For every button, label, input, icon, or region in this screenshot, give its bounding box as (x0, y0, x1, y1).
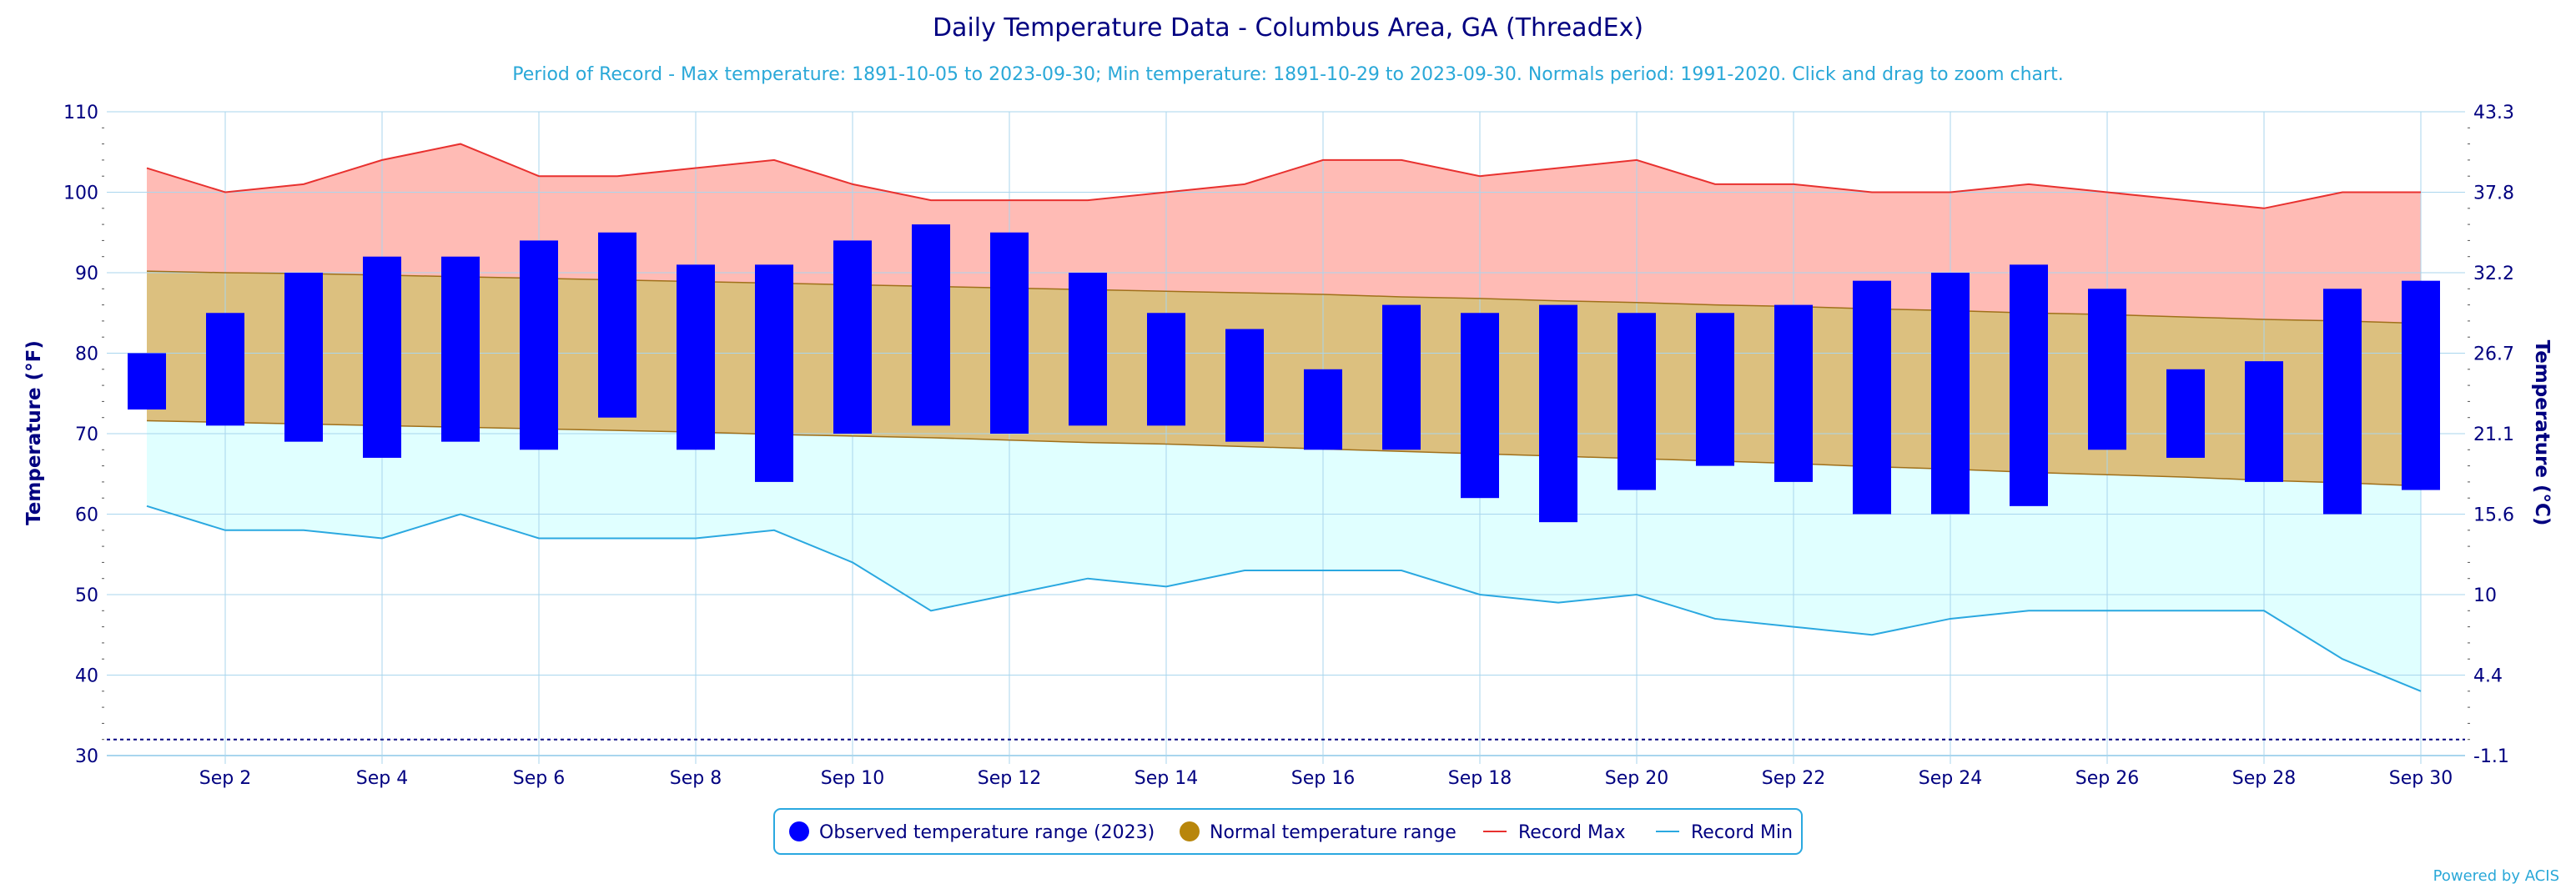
observed-range-bar[interactable] (1069, 273, 1107, 426)
y-tick-label-right: 32.2 (2473, 264, 2514, 284)
observed-range-bar[interactable] (2166, 369, 2205, 458)
observed-range-bar[interactable] (1539, 304, 1577, 523)
x-tick-label: Sep 16 (1291, 768, 1355, 789)
y-tick-label-right: 10 (2473, 585, 2497, 606)
observed-range-bar[interactable] (1931, 273, 1970, 515)
chart-subtitle: Period of Record - Max temperature: 1891… (512, 64, 2063, 85)
legend-normal-marker (1180, 821, 1200, 841)
observed-range-bar[interactable] (441, 256, 480, 442)
observed-range-bar[interactable] (833, 240, 872, 434)
observed-range-bar[interactable] (2323, 289, 2362, 515)
observed-range-bar[interactable] (520, 240, 558, 450)
x-tick-label: Sep 6 (513, 768, 565, 789)
x-tick-label: Sep 12 (978, 768, 1041, 789)
legend-normal-label[interactable]: Normal temperature range (1210, 822, 1457, 843)
x-tick-label: Sep 18 (1448, 768, 1512, 789)
observed-range-bar[interactable] (1304, 369, 1342, 450)
observed-range-bar[interactable] (755, 264, 793, 482)
legend-record-min-label[interactable]: Record Min (1691, 822, 1793, 843)
observed-range-bar[interactable] (1696, 313, 1734, 466)
legend-box (773, 808, 1803, 855)
plot-area[interactable]: 30 -1.1 40 4.4 50 10 60 15.6 70 21.1 80 26.7 90 32.2 1… (63, 103, 2514, 789)
observed-range-bar[interactable] (1382, 304, 1421, 450)
legend: Observed temperature range (2023) Normal… (773, 808, 1803, 855)
observed-range-bar[interactable] (2402, 280, 2440, 490)
y-tick-label-right: 15.6 (2473, 505, 2514, 526)
observed-range-bar[interactable] (2245, 361, 2283, 482)
x-tick-label: Sep 10 (821, 768, 884, 789)
y-tick-label-right: 37.8 (2473, 183, 2514, 204)
record-max-line (146, 143, 2421, 209)
y-axis-label-right: Temperature (°C) (2531, 340, 2553, 526)
observed-range-bar[interactable] (1618, 313, 1656, 490)
legend-observed-marker (789, 821, 809, 841)
y-tick-label-right: 21.1 (2473, 424, 2514, 445)
y-tick-label-right: 43.3 (2473, 103, 2514, 123)
observed-range-bar[interactable] (1853, 280, 1891, 515)
observed-range-bar[interactable] (363, 256, 401, 458)
record-high-band (147, 143, 2421, 324)
observed-range-bar[interactable] (1147, 313, 1185, 426)
observed-range-bar[interactable] (677, 264, 715, 450)
x-tick-label: Sep 22 (1762, 768, 1825, 789)
y-tick-label-left: 50 (75, 585, 98, 606)
y-tick-label-left: 80 (75, 344, 98, 365)
y-tick-label-left: 40 (75, 666, 98, 687)
observed-range-bar[interactable] (912, 224, 950, 426)
x-tick-label: Sep 24 (1919, 768, 1982, 789)
y-tick-label-left: 90 (75, 264, 98, 284)
y-tick-label-left: 70 (75, 424, 98, 445)
credit-link[interactable]: Powered by ACIS (2433, 867, 2559, 885)
observed-range-bar[interactable] (990, 232, 1029, 434)
observed-range-bar[interactable] (284, 273, 323, 442)
x-tick-label: Sep 26 (2075, 768, 2139, 789)
chart-title: Daily Temperature Data - Columbus Area, … (933, 13, 1643, 43)
observed-range-bar[interactable] (2088, 289, 2126, 450)
observed-range-bar[interactable] (2010, 264, 2048, 506)
observed-range-bar[interactable] (598, 232, 636, 418)
record-low-band (147, 420, 2421, 691)
record-min-line (146, 505, 2422, 692)
observed-range-bar[interactable] (1774, 304, 1813, 482)
x-tick-label: Sep 30 (2389, 768, 2453, 789)
x-tick-label: Sep 2 (199, 768, 251, 789)
y-tick-label-left: 60 (75, 505, 98, 526)
x-tick-label: Sep 20 (1605, 768, 1668, 789)
y-axis-label-left: Temperature (°F) (23, 340, 45, 525)
y-tick-label-right: 26.7 (2473, 344, 2514, 365)
observed-range-bar[interactable] (1461, 313, 1499, 499)
x-tick-label: Sep 8 (670, 768, 722, 789)
x-tick-label: Sep 14 (1135, 768, 1198, 789)
y-tick-label-left: 100 (63, 183, 98, 204)
legend-observed-label[interactable]: Observed temperature range (2023) (819, 822, 1155, 843)
x-tick-label: Sep 28 (2232, 768, 2296, 789)
y-tick-label-left: 110 (63, 103, 98, 123)
legend-record-max-label[interactable]: Record Max (1518, 822, 1626, 843)
observed-range-bar[interactable] (1225, 329, 1264, 442)
observed-range-bar[interactable] (128, 353, 166, 410)
y-tick-label-right: -1.1 (2473, 746, 2509, 767)
y-tick-label-left: 30 (75, 746, 98, 767)
y-tick-label-right: 4.4 (2473, 666, 2503, 687)
x-tick-label: Sep 4 (356, 768, 408, 789)
observed-range-bar[interactable] (206, 313, 244, 426)
